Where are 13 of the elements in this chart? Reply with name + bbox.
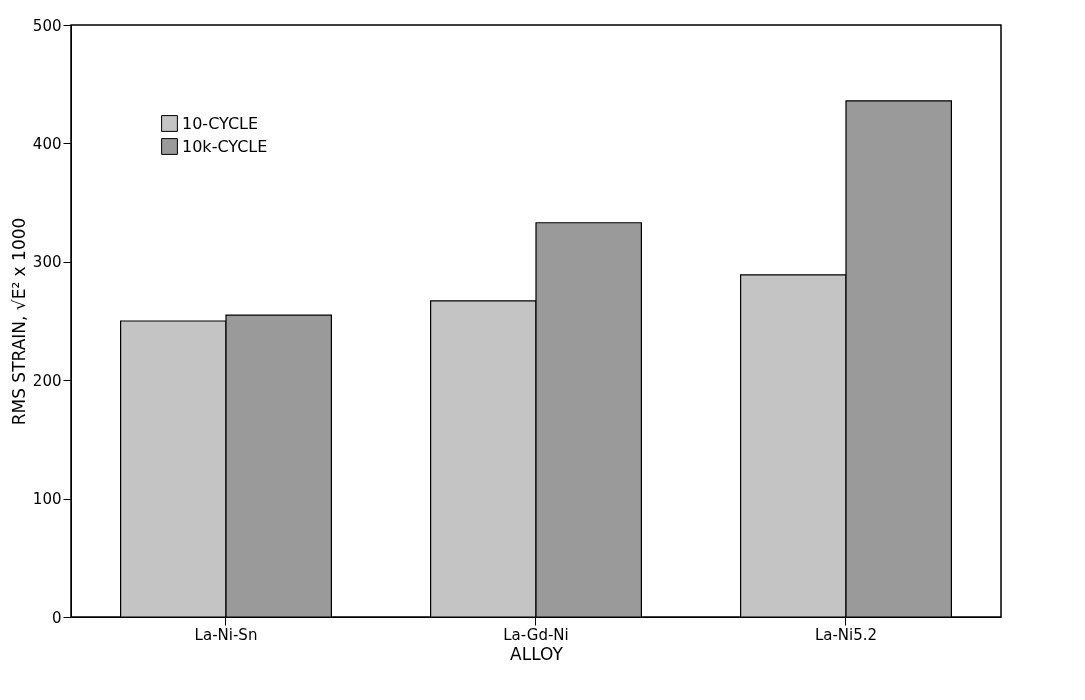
y-tick-label: 200 — [32, 371, 62, 390]
y-tick-label: 400 — [32, 134, 62, 153]
x-axis-title: ALLOY — [510, 643, 564, 664]
legend-label: 10k-CYCLE — [182, 136, 268, 156]
y-axis-title: RMS STRAIN, √E² x 1000 — [8, 217, 29, 426]
legend-label: 10-CYCLE — [182, 113, 259, 133]
x-tick-label: La-Ni-Sn — [194, 625, 258, 644]
y-tick-label: 300 — [32, 253, 62, 272]
y-tick-label: 0 — [51, 608, 62, 627]
x-tick-label: La-Ni5.2 — [814, 625, 878, 644]
y-tick-label: 100 — [32, 490, 62, 509]
y-tick-label: 500 — [32, 16, 62, 35]
x-tick-label: La-Gd-Ni — [503, 625, 569, 644]
